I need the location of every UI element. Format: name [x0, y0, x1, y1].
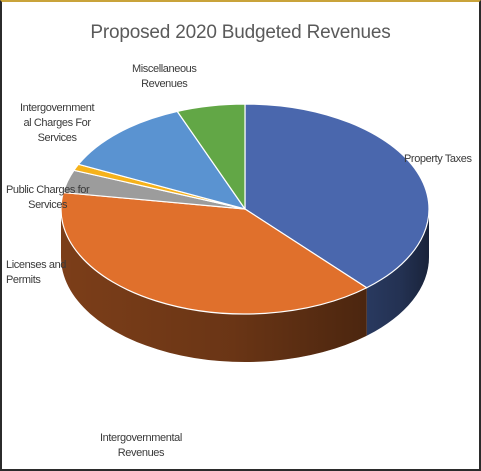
label-public-charges: Public Charges for Services	[6, 184, 90, 211]
label-licenses-permits: Licenses and Permits	[6, 259, 67, 286]
pie-slice-miscellaneous-revenues	[176, 103, 246, 210]
label-miscellaneous: Miscellaneous Revenues	[132, 63, 197, 90]
pie-wall-shade-intergovernmental-revenues	[61, 209, 367, 362]
chart-title: Proposed 2020 Budgeted Revenues	[90, 22, 391, 43]
pie-slice-intergovernmental-revenues	[60, 191, 368, 315]
label-property-taxes: Property Taxes	[404, 153, 472, 165]
label-intergovernmental-revenues: Intergovernmental Revenues	[100, 432, 182, 459]
label-intergov-charges: Intergovernment al Charges For Services	[20, 102, 95, 144]
pie-wall-shade-property-taxes	[366, 209, 429, 336]
pie-slice-property-taxes	[244, 103, 430, 289]
pie-slice-intergovernmental-charges-for-services	[77, 110, 246, 210]
